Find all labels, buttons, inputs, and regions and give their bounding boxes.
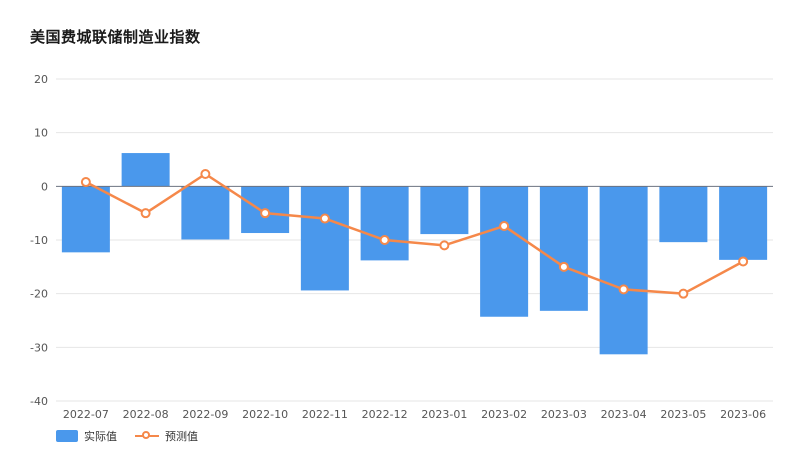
legend-item-actual[interactable]: 实际值 xyxy=(56,428,117,444)
bar xyxy=(61,186,110,253)
forecast-point xyxy=(80,177,91,188)
y-tick-label: -20 xyxy=(30,288,48,301)
x-tick-label: 2023-01 xyxy=(421,408,467,421)
y-tick-label: 20 xyxy=(34,73,48,86)
chart-legend: 实际值 预测值 xyxy=(56,428,198,444)
forecast-point xyxy=(200,168,211,179)
x-tick-label: 2023-02 xyxy=(481,408,527,421)
forecast-point xyxy=(618,284,629,295)
x-tick-label: 2022-07 xyxy=(63,408,109,421)
forecast-point xyxy=(678,288,689,299)
legend-label-actual: 实际值 xyxy=(84,430,117,443)
legend-item-forecast[interactable]: 预测值 xyxy=(135,428,198,444)
y-tick-label: 0 xyxy=(41,180,48,193)
bar xyxy=(539,186,588,311)
legend-label-forecast: 预测值 xyxy=(165,430,198,443)
y-tick-label: -10 xyxy=(30,234,48,247)
x-tick-label: 2023-06 xyxy=(720,408,766,421)
forecast-point xyxy=(439,240,450,251)
x-tick-label: 2023-03 xyxy=(541,408,587,421)
forecast-point xyxy=(738,256,749,267)
x-tick-label: 2023-04 xyxy=(601,408,647,421)
bar xyxy=(480,186,529,317)
y-tick-label: -30 xyxy=(30,341,48,354)
bar xyxy=(599,186,648,355)
legend-swatch-line xyxy=(135,430,159,442)
forecast-point xyxy=(319,213,330,224)
bar xyxy=(659,186,708,243)
y-tick-label: -40 xyxy=(30,395,48,408)
forecast-point xyxy=(140,208,151,219)
x-tick-label: 2022-09 xyxy=(182,408,228,421)
forecast-point xyxy=(260,208,271,219)
chart-title: 美国费城联储制造业指数 xyxy=(30,28,201,46)
forecast-point xyxy=(558,261,569,272)
x-tick-label: 2023-05 xyxy=(660,408,706,421)
bar xyxy=(121,153,170,187)
bar xyxy=(300,186,349,291)
bar xyxy=(420,186,469,235)
forecast-point xyxy=(379,235,390,245)
x-tick-label: 2022-12 xyxy=(362,408,408,421)
x-tick-label: 2022-11 xyxy=(302,408,348,421)
x-tick-label: 2022-08 xyxy=(123,408,169,421)
bar xyxy=(181,186,230,240)
bar xyxy=(360,186,409,261)
bar xyxy=(719,186,768,260)
forecast-line xyxy=(85,172,744,295)
x-tick-label: 2022-10 xyxy=(242,408,288,421)
forecast-point xyxy=(499,221,510,232)
legend-swatch-bar xyxy=(56,430,78,442)
y-tick-label: 10 xyxy=(34,127,48,140)
